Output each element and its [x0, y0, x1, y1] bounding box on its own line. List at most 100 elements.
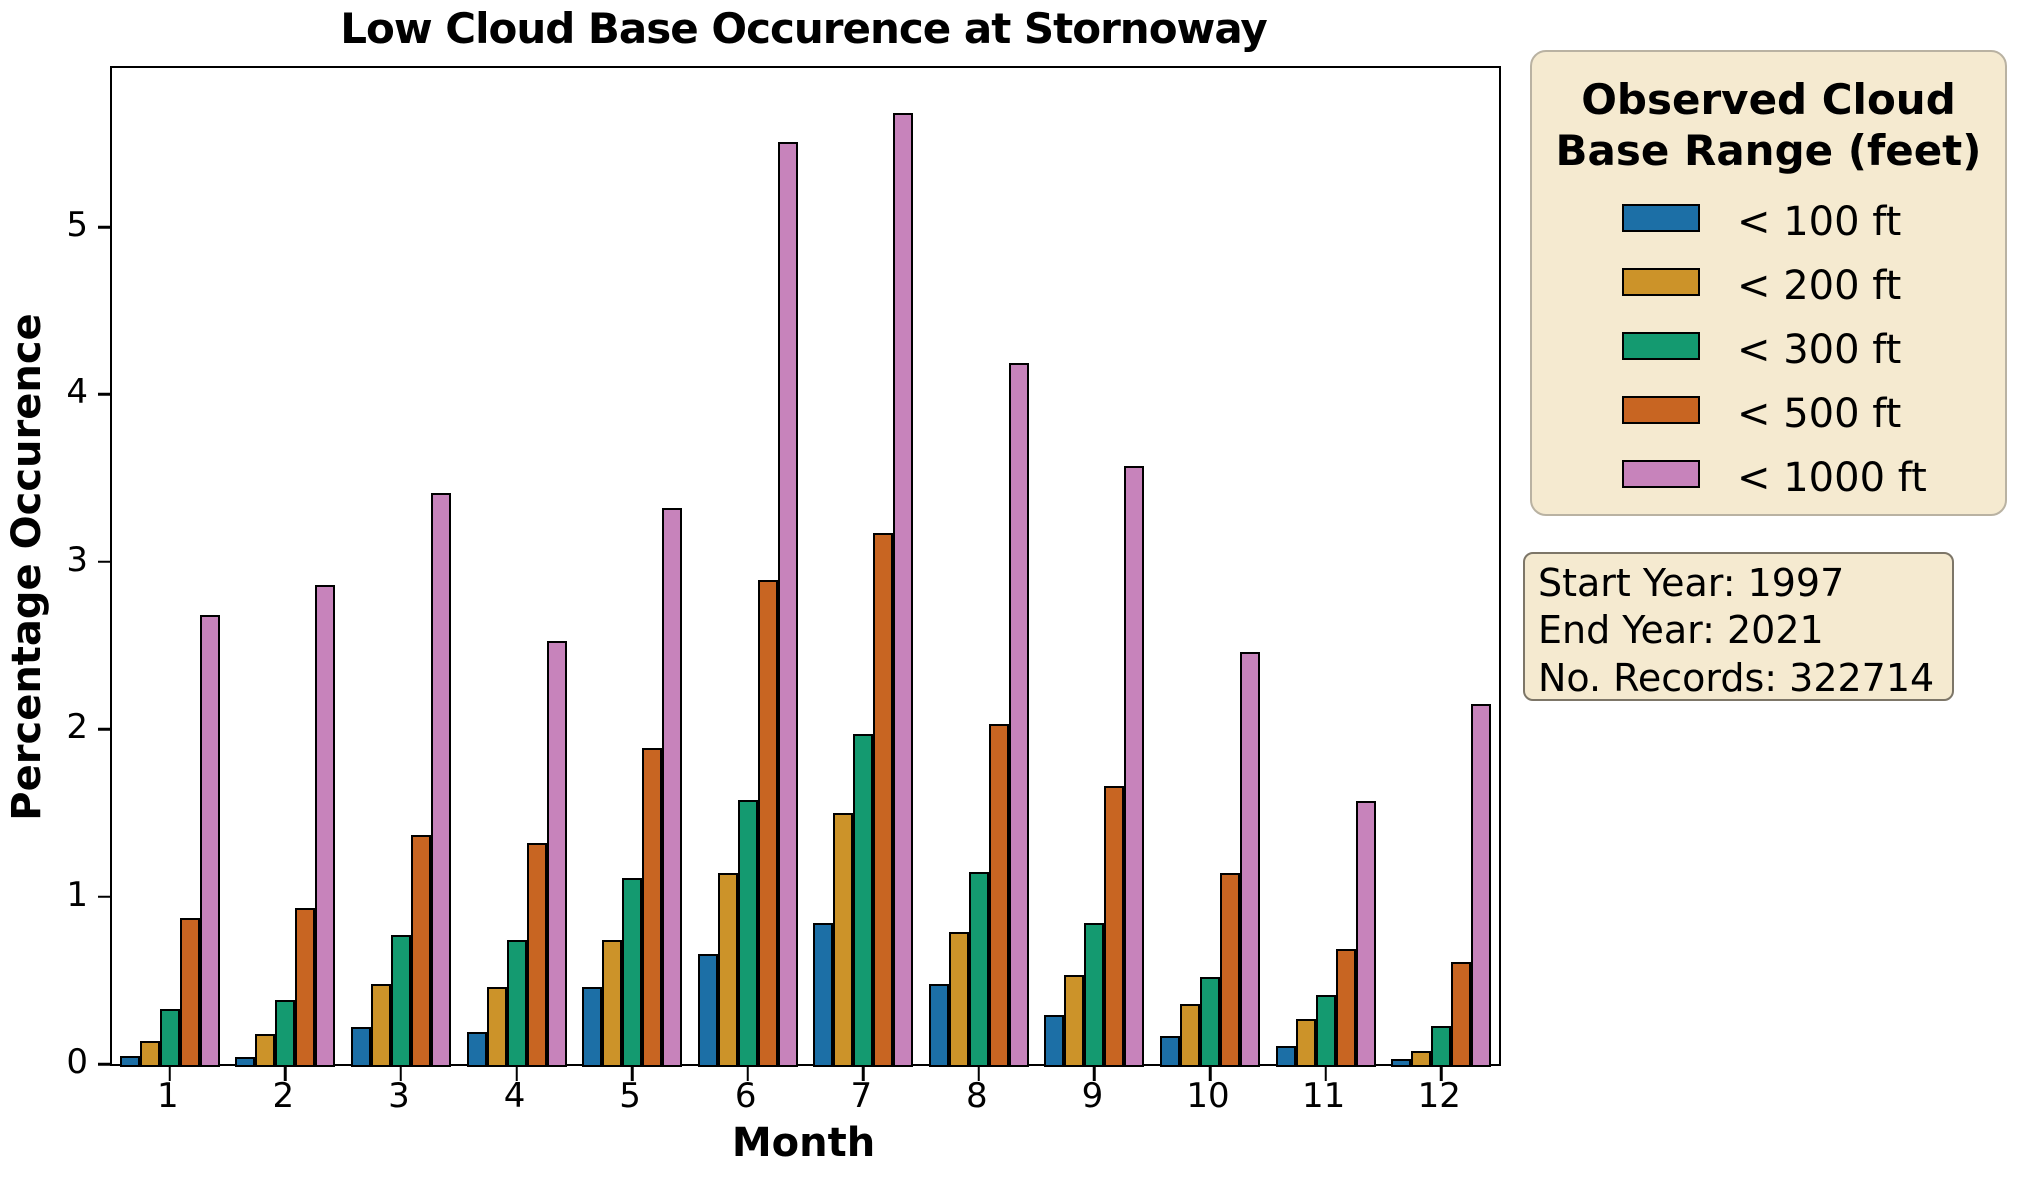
legend: Observed Cloud Base Range (feet) < 100 f… [1530, 50, 2007, 516]
legend-item-label: < 100 ft [1737, 199, 1902, 245]
bar [430, 493, 451, 1067]
bar [179, 918, 200, 1067]
bar [1064, 975, 1085, 1067]
legend-swatch [1622, 396, 1700, 424]
bar [697, 953, 718, 1067]
bar [988, 724, 1009, 1067]
x-tick-mark [1324, 1066, 1327, 1081]
bar [1084, 923, 1105, 1067]
bar [466, 1032, 487, 1067]
bar [1451, 961, 1472, 1067]
plot-canvas [98, 68, 1499, 1081]
legend-item-label: < 1000 ft [1737, 455, 1927, 501]
info-line: No. Records: 322714 [1538, 655, 1935, 700]
bar [370, 983, 391, 1067]
x-tick-mark [1439, 1066, 1443, 1081]
x-tick-label: 10 [1186, 1076, 1230, 1116]
y-tick-mark [98, 560, 112, 564]
x-tick-label: 11 [1301, 1076, 1346, 1116]
bar [526, 843, 547, 1067]
bar [948, 931, 969, 1067]
x-tick-mark [284, 1066, 287, 1081]
info-lines: Start Year: 1997 End Year: 2021 No. Record… [1538, 560, 1952, 702]
bar [1391, 1058, 1412, 1067]
bar [486, 987, 507, 1067]
x-tick-mark [1093, 1066, 1096, 1081]
bar [1295, 1018, 1316, 1067]
bar [1355, 801, 1376, 1067]
bar [295, 908, 316, 1067]
bar [275, 1000, 296, 1067]
x-tick-label: 8 [966, 1076, 988, 1116]
bar [1124, 466, 1145, 1067]
bar [1200, 976, 1221, 1067]
info-box: Start Year: 1997 End Year: 2021 No. Record… [1523, 552, 1954, 701]
y-tick-mark [98, 225, 112, 229]
bar [235, 1057, 256, 1067]
x-tick-mark [515, 1066, 518, 1081]
y-tick-label: 4 [66, 372, 88, 413]
bar [1471, 704, 1492, 1067]
bar [622, 878, 643, 1067]
legend-swatch [1622, 332, 1700, 360]
legend-item: < 200 ft [1532, 254, 2005, 318]
x-tick-label: 1 [156, 1076, 179, 1116]
legend-item: < 1000 ft [1532, 446, 2005, 510]
bar [546, 640, 567, 1067]
bar [350, 1027, 371, 1067]
y-tick-mark [98, 727, 112, 731]
y-tick-label: 2 [66, 707, 88, 748]
x-tick-label: 5 [619, 1076, 641, 1116]
bar [853, 734, 874, 1067]
bar [582, 987, 603, 1067]
x-tick-mark [1208, 1066, 1212, 1081]
y-tick-mark [98, 895, 112, 898]
bar [1411, 1050, 1432, 1067]
bar [833, 812, 854, 1067]
legend-swatch [1622, 460, 1700, 488]
bar [737, 799, 758, 1067]
legend-swatch [1622, 204, 1700, 232]
bar [928, 983, 949, 1067]
legend-item-label: < 300 ft [1737, 327, 1902, 373]
x-tick-mark [977, 1066, 981, 1081]
bar [159, 1008, 180, 1067]
bar [1104, 786, 1125, 1067]
legend-title: Observed Cloud Base Range (feet) [1555, 75, 1982, 176]
bar [315, 585, 336, 1067]
info-line: End Year: 2021 [1538, 608, 1824, 653]
x-tick-mark [746, 1066, 749, 1081]
x-tick-label: 12 [1417, 1076, 1461, 1116]
chart-title: Low Cloud Base Occurence at Stornoway [340, 4, 1268, 53]
y-tick-mark [98, 393, 112, 396]
bar [662, 508, 683, 1067]
y-tick-label: 5 [66, 205, 88, 246]
x-axis-label: Month [731, 1120, 876, 1166]
bar [390, 935, 411, 1067]
bar [139, 1040, 160, 1067]
bar [757, 580, 778, 1067]
x-tick-label: 6 [734, 1076, 757, 1116]
x-tick-label: 4 [503, 1076, 526, 1116]
bar [717, 873, 738, 1067]
legend-item-label: < 200 ft [1737, 263, 1902, 309]
bar [1220, 873, 1241, 1067]
bar [968, 871, 989, 1067]
bar [506, 940, 527, 1067]
legend-swatch [1622, 268, 1700, 296]
bar [1160, 1035, 1181, 1067]
y-tick-label: 0 [66, 1042, 88, 1082]
bar [777, 141, 798, 1067]
x-tick-label: 7 [850, 1076, 873, 1116]
x-tick-mark [399, 1066, 403, 1081]
bar [1431, 1025, 1452, 1067]
legend-item: < 300 ft [1532, 318, 2005, 382]
x-tick-mark [862, 1066, 865, 1081]
bar [893, 113, 914, 1067]
x-tick-label: 3 [388, 1076, 410, 1116]
legend-item: < 100 ft [1532, 190, 2005, 254]
bar [119, 1055, 140, 1067]
bar [199, 615, 220, 1067]
bar [255, 1033, 276, 1067]
